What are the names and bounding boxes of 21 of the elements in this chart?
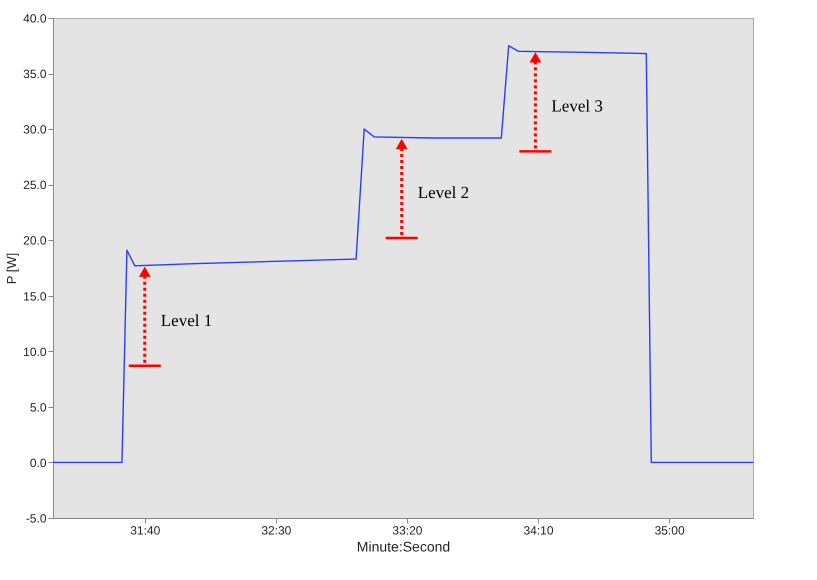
y-tick-label: 35.0	[23, 67, 47, 82]
y-axis-title: P [W]	[4, 252, 20, 284]
y-tick-label: 15.0	[23, 289, 47, 304]
x-tick-label: 34:10	[524, 524, 554, 538]
x-tick-label: 31:40	[130, 524, 161, 538]
y-tick-label: 20.0	[23, 234, 47, 248]
annotation: Level 2	[418, 183, 470, 202]
x-tick-label: 35:00	[654, 524, 685, 538]
line-series	[53, 45, 753, 464]
y-tick-label: 10.0	[23, 344, 47, 359]
annotation: Level 3	[551, 96, 603, 116]
annotation: Level 1	[160, 310, 212, 330]
y-tick-label: 5.0	[30, 400, 47, 414]
x-axis-title: Minute:Second	[356, 538, 450, 554]
y-tick-label: 40.0	[23, 12, 47, 26]
y-tick-label: -5.0	[26, 512, 47, 526]
x-tick-label: 32:30	[261, 524, 292, 538]
y-tick-label: 0.0	[30, 456, 47, 470]
y-tick-label: 25.0	[23, 178, 47, 192]
x-tick-label: 33:20	[392, 524, 423, 538]
y-tick-label: 30.0	[23, 122, 47, 137]
